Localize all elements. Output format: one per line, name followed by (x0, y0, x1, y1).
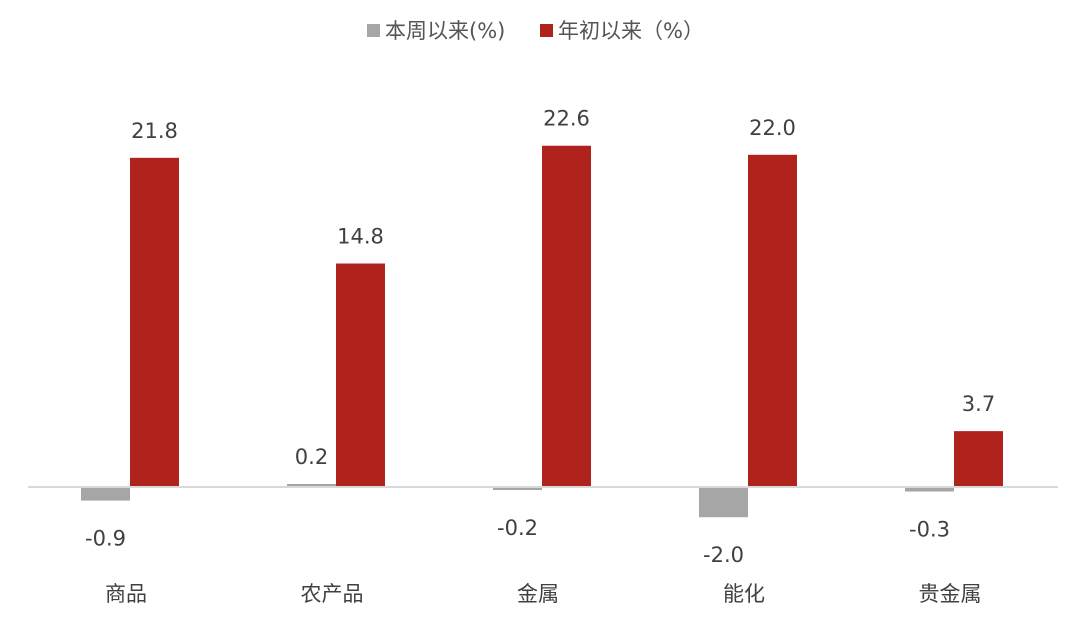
bar-ytd-1 (336, 263, 385, 487)
data-label-ytd-3: 22.0 (749, 116, 796, 140)
data-labels-group: -0.9 21.8 0.2 14.8 -0.2 22.6 -2.0 22.0 -0.3 3.7 (85, 107, 995, 567)
legend-swatch-ytd (540, 24, 553, 37)
data-label-ytd-2: 22.6 (543, 107, 590, 131)
bar-weekly-2 (493, 487, 542, 491)
bars-group (81, 145, 1003, 518)
legend-label-weekly: 本周以来(%) (385, 19, 505, 43)
category-labels-group: 商品 农产品 金属 能化 贵金属 (105, 582, 982, 606)
category-label-2: 金属 (517, 582, 559, 606)
data-label-weekly-2: -0.2 (497, 516, 538, 540)
category-label-3: 能化 (723, 582, 765, 606)
bar-weekly-3 (699, 487, 748, 518)
data-label-weekly-1: 0.2 (295, 445, 328, 469)
bar-weekly-0 (81, 487, 130, 501)
legend-label-ytd: 年初以来（%） (558, 19, 704, 43)
bar-ytd-4 (954, 431, 1003, 487)
data-label-ytd-0: 21.8 (131, 119, 178, 143)
legend-swatch-weekly (367, 24, 380, 37)
bar-weekly-1 (287, 483, 336, 487)
bar-ytd-2 (542, 145, 591, 488)
data-label-weekly-0: -0.9 (85, 527, 126, 551)
data-label-weekly-4: -0.3 (909, 518, 950, 542)
bar-ytd-0 (130, 157, 179, 487)
data-label-ytd-1: 14.8 (337, 225, 384, 249)
category-label-0: 商品 (105, 582, 147, 606)
data-label-weekly-3: -2.0 (703, 543, 744, 567)
legend: 本周以来(%) 年初以来（%） (367, 19, 704, 43)
bar-ytd-3 (748, 154, 797, 488)
category-label-4: 贵金属 (919, 582, 982, 606)
bar-weekly-4 (905, 487, 954, 492)
data-label-ytd-4: 3.7 (962, 392, 995, 416)
category-label-1: 农产品 (301, 582, 364, 606)
